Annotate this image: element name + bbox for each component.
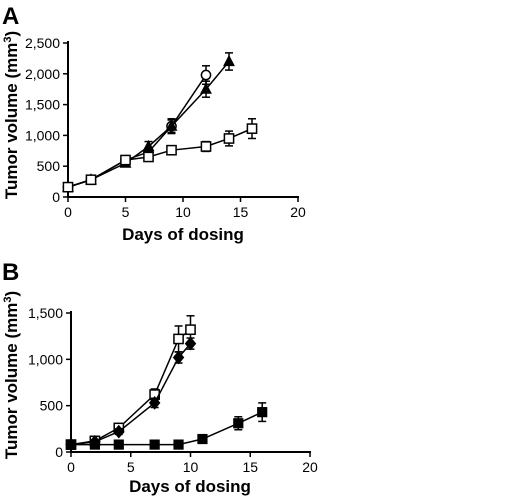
panel-a-x-tick-label: 20 — [290, 204, 306, 220]
panel-b-series-2 — [65, 336, 197, 452]
panel-a-series-3-point — [143, 151, 154, 163]
panel-b-series-1-point — [185, 324, 196, 336]
panel-b-x-tick-label: 15 — [242, 459, 258, 475]
panel-a-x-tick-label: 15 — [233, 204, 249, 220]
panel-b-series-3-point — [149, 439, 160, 450]
panel-b-y-tick-label: 1,000 — [28, 351, 63, 367]
panel-b-x-tick-label: 5 — [127, 459, 135, 475]
panel-b-series-1 — [65, 315, 196, 450]
panel-a-series-3-point — [223, 133, 235, 144]
panel-a-series-1 — [62, 65, 212, 193]
panel-b-series-3-point — [197, 433, 208, 445]
panel-b-series-3-point — [65, 439, 77, 450]
panel-a-series-3-point — [85, 174, 97, 186]
panel-a: A 0 5 10 15 20 0 500 1,000 1,500 2,000 2,500 Days … — [2, 3, 306, 244]
panel-b-x-tick-label: 0 — [67, 459, 75, 475]
panel-a-series-1-line — [67, 74, 207, 188]
panel-a-x-tick-label: 5 — [122, 204, 130, 220]
panel-b-series-2-line — [70, 343, 192, 446]
panel-a-plot-area — [62, 52, 258, 193]
panel-b-y-tick-label: 1,500 — [28, 305, 63, 321]
panel-b-x-tick-label: 20 — [302, 459, 318, 475]
panel-a-y-tick-label: 0 — [52, 189, 60, 205]
panel-a-series-3-point — [246, 123, 258, 134]
panel-a-series-3-point — [166, 144, 177, 156]
panel-b-label: B — [2, 259, 19, 286]
panel-b-series-3-point — [233, 418, 244, 429]
panel-a-y-tick-label: 2,500 — [25, 35, 60, 51]
panel-a-y-tick-label: 2,000 — [25, 66, 60, 82]
panel-b-x-axis-title: Days of dosing — [129, 477, 251, 496]
panel-b-series-2-point — [113, 424, 125, 439]
panel-b-y-tick-label: 0 — [55, 444, 63, 460]
panel-a-series-2-point — [223, 54, 235, 67]
panel-a-axes: 0 5 10 15 20 0 500 1,000 1,500 2,000 2,500 — [25, 35, 306, 220]
panel-b-series-3-point — [89, 439, 101, 450]
panel-b-series-3-point — [173, 439, 184, 450]
panel-b-series-3 — [65, 402, 268, 450]
panel-b-y-tick-label: 500 — [40, 398, 64, 414]
panel-a-series-2-point — [142, 139, 155, 152]
panel-b-series-2-point — [184, 336, 197, 351]
panel-a-x-axis-title: Days of dosing — [122, 225, 244, 244]
panel-a-series-3 — [62, 118, 258, 193]
panel-a-series-3-point — [200, 141, 212, 152]
panel-a-series-2-line — [67, 61, 230, 188]
panel-a-series-1-point — [200, 69, 212, 81]
panel-b-series-3-point — [257, 407, 268, 418]
panel-a-y-tick-label: 1,500 — [25, 97, 60, 113]
panel-a-x-tick-label: 0 — [64, 204, 72, 220]
panel-b-series-2-point — [172, 350, 185, 365]
panel-b-plot-area — [65, 315, 268, 452]
panel-b-series-2-point — [148, 396, 161, 410]
panel-a-label: A — [2, 3, 19, 30]
panel-b-x-tick-label: 10 — [183, 459, 199, 475]
panel-a-y-tick-label: 500 — [37, 158, 61, 174]
panel-a-x-tick-label: 10 — [175, 204, 191, 220]
panel-a-y-tick-label: 1,000 — [25, 127, 60, 143]
panel-a-series-2-point — [165, 119, 178, 131]
panel-b-series-1-point — [173, 333, 184, 345]
panel-b-axes: 0 5 10 15 20 0 500 1,000 1,500 — [28, 305, 318, 475]
panel-b-y-axis-title: Tumor volume (mm3) — [2, 291, 21, 459]
panel-a-series-2-point — [200, 82, 212, 94]
panel-b-series-1-line — [70, 329, 191, 446]
panel-a-y-axis-title: Tumor volume (mm3) — [2, 31, 21, 199]
panel-a-series-3-point — [62, 181, 74, 193]
panel-b-series-3-point — [113, 439, 124, 450]
panel-a-series-3-point — [120, 154, 131, 166]
